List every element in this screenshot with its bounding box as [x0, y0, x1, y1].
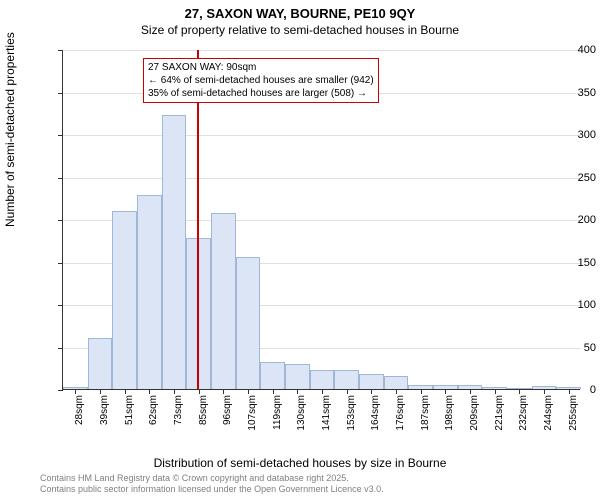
y-tick-mark — [58, 305, 63, 306]
x-tick-label: 221sqm — [494, 395, 505, 445]
footer-line2: Contains public sector information licen… — [40, 484, 384, 496]
x-tick-label: 209sqm — [469, 395, 480, 445]
y-tick-label: 150 — [540, 257, 596, 269]
histogram-bar — [310, 370, 335, 389]
histogram-bar — [88, 338, 113, 389]
annotation-line2: ← 64% of semi-detached houses are smalle… — [148, 74, 374, 87]
x-tick-mark — [396, 389, 397, 394]
footer-line1: Contains HM Land Registry data © Crown c… — [40, 473, 384, 485]
chart-title-line1: 27, SAXON WAY, BOURNE, PE10 9QY — [0, 6, 600, 21]
x-tick-mark — [273, 389, 274, 394]
x-tick-mark — [125, 389, 126, 394]
x-tick-mark — [322, 389, 323, 394]
y-tick-mark — [58, 135, 63, 136]
y-tick-mark — [58, 263, 63, 264]
x-axis-label: Distribution of semi-detached houses by … — [0, 456, 600, 470]
histogram-bar — [260, 362, 285, 389]
plot-area: 27 SAXON WAY: 90sqm← 64% of semi-detache… — [62, 50, 580, 390]
x-tick-label: 130sqm — [296, 395, 307, 445]
annotation-box: 27 SAXON WAY: 90sqm← 64% of semi-detache… — [143, 58, 379, 103]
y-tick-label: 250 — [540, 172, 596, 184]
x-tick-label: 28sqm — [74, 395, 85, 445]
x-tick-mark — [421, 389, 422, 394]
x-tick-label: 176sqm — [395, 395, 406, 445]
y-tick-label: 50 — [540, 342, 596, 354]
x-tick-mark — [100, 389, 101, 394]
x-tick-mark — [149, 389, 150, 394]
x-tick-mark — [371, 389, 372, 394]
x-tick-label: 153sqm — [346, 395, 357, 445]
x-tick-label: 73sqm — [173, 395, 184, 445]
x-tick-mark — [199, 389, 200, 394]
x-tick-mark — [223, 389, 224, 394]
x-tick-label: 119sqm — [272, 395, 283, 445]
x-tick-label: 164sqm — [370, 395, 381, 445]
histogram-bar — [162, 115, 187, 389]
x-tick-label: 62sqm — [148, 395, 159, 445]
x-tick-mark — [470, 389, 471, 394]
x-tick-label: 198sqm — [444, 395, 455, 445]
y-tick-mark — [58, 50, 63, 51]
y-tick-mark — [58, 390, 63, 391]
x-tick-label: 232sqm — [518, 395, 529, 445]
y-tick-mark — [58, 178, 63, 179]
x-tick-label: 85sqm — [198, 395, 209, 445]
histogram-bar — [359, 374, 384, 389]
y-tick-mark — [58, 348, 63, 349]
histogram-bar — [211, 213, 236, 389]
x-tick-label: 107sqm — [247, 395, 258, 445]
x-tick-label: 39sqm — [99, 395, 110, 445]
annotation-line3: 35% of semi-detached houses are larger (… — [148, 87, 374, 100]
y-tick-mark — [58, 220, 63, 221]
y-tick-label: 100 — [540, 299, 596, 311]
x-tick-mark — [445, 389, 446, 394]
x-tick-label: 244sqm — [543, 395, 554, 445]
x-tick-label: 141sqm — [321, 395, 332, 445]
x-tick-label: 51sqm — [124, 395, 135, 445]
y-tick-label: 350 — [540, 87, 596, 99]
x-tick-label: 187sqm — [420, 395, 431, 445]
histogram-bar — [137, 195, 162, 389]
y-tick-label: 200 — [540, 214, 596, 226]
gridline — [63, 178, 580, 179]
x-tick-label: 96sqm — [222, 395, 233, 445]
gridline — [63, 135, 580, 136]
y-tick-label: 400 — [540, 44, 596, 56]
x-tick-mark — [519, 389, 520, 394]
histogram-bar — [334, 370, 359, 389]
x-tick-mark — [495, 389, 496, 394]
histogram-bar — [112, 211, 137, 390]
y-tick-mark — [58, 93, 63, 94]
y-tick-label: 300 — [540, 129, 596, 141]
x-tick-mark — [75, 389, 76, 394]
x-tick-mark — [297, 389, 298, 394]
chart-title-line2: Size of property relative to semi-detach… — [0, 23, 600, 37]
x-tick-mark — [174, 389, 175, 394]
histogram-bar — [384, 376, 409, 389]
footer-text: Contains HM Land Registry data © Crown c… — [40, 473, 384, 496]
chart-title-block: 27, SAXON WAY, BOURNE, PE10 9QY Size of … — [0, 0, 600, 37]
x-tick-mark — [248, 389, 249, 394]
x-tick-label: 255sqm — [568, 395, 579, 445]
histogram-bar — [236, 257, 261, 389]
x-tick-mark — [347, 389, 348, 394]
histogram-bar — [285, 364, 310, 390]
y-axis-label: Number of semi-detached properties — [3, 32, 17, 227]
gridline — [63, 50, 580, 51]
annotation-line1: 27 SAXON WAY: 90sqm — [148, 61, 374, 74]
